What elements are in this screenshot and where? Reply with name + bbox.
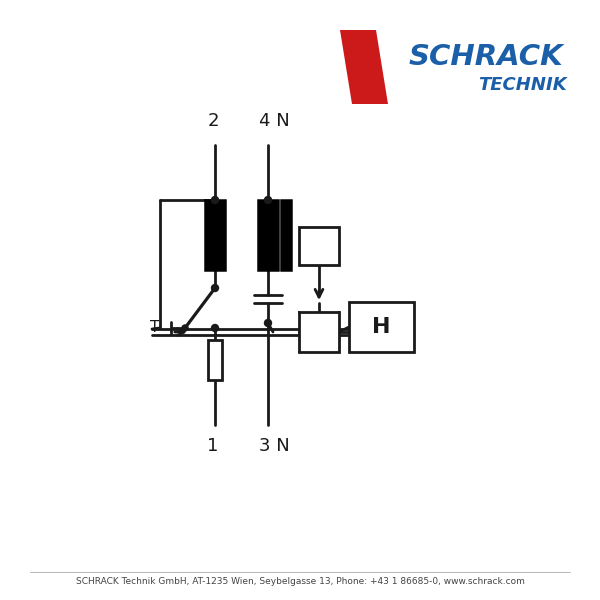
- Circle shape: [212, 284, 218, 292]
- Circle shape: [212, 325, 218, 331]
- Text: 3 N: 3 N: [259, 437, 289, 455]
- Bar: [208, 340, 222, 380]
- Circle shape: [265, 196, 271, 203]
- Circle shape: [265, 319, 271, 326]
- Text: 4 N: 4 N: [259, 112, 289, 130]
- Bar: [299, 312, 339, 352]
- Text: SCHRACK: SCHRACK: [409, 43, 563, 71]
- Text: T: T: [149, 320, 159, 335]
- Bar: [349, 302, 414, 352]
- Bar: [281, 200, 291, 270]
- Text: 1: 1: [208, 437, 218, 455]
- Text: TECHNIK: TECHNIK: [479, 76, 568, 94]
- Bar: [258, 200, 278, 270]
- Circle shape: [212, 196, 218, 203]
- Text: 2: 2: [207, 112, 219, 130]
- Bar: [299, 227, 339, 265]
- Bar: [205, 200, 225, 270]
- Polygon shape: [340, 30, 388, 104]
- Circle shape: [182, 325, 188, 331]
- Text: H: H: [372, 317, 390, 337]
- Text: SCHRACK Technik GmbH, AT-1235 Wien, Seybelgasse 13, Phone: +43 1 86685-0, www.sc: SCHRACK Technik GmbH, AT-1235 Wien, Seyb…: [76, 577, 524, 586]
- Bar: [338, 26, 573, 108]
